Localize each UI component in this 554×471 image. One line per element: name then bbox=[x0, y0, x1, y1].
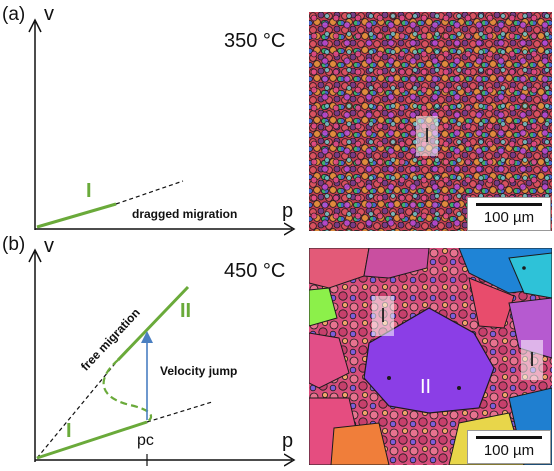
panel-b-micro-region-i-right: I bbox=[521, 340, 543, 380]
panel-a-micro-label: I bbox=[424, 125, 430, 147]
panel-b-green-upper-line bbox=[116, 285, 190, 362]
panel-a-dragged-migration-note: dragged migration bbox=[132, 207, 238, 221]
panel-a-micro-region-i: I bbox=[416, 116, 438, 156]
panel-b-regime-i: I bbox=[66, 420, 72, 442]
panel-b-v-axis-label: v bbox=[44, 235, 54, 257]
panel-b-free-dashed-line bbox=[36, 359, 119, 459]
panel-a-micrograph: I 100 µm bbox=[309, 12, 552, 231]
panel-b-lower-dashed-line bbox=[146, 401, 213, 423]
panel-a-y-axis bbox=[28, 18, 42, 230]
panel-b-micrograph: I I II 100 µm bbox=[309, 248, 552, 465]
panel-a-scale-text: 100 µm bbox=[483, 209, 535, 226]
panel-b-label: (b) bbox=[2, 234, 26, 255]
panel-a-x-arrow bbox=[284, 222, 296, 236]
panel-b-micro-label-2: I bbox=[529, 349, 535, 371]
panel-b-p-axis-label: p bbox=[282, 430, 294, 452]
panel-a-diagram bbox=[28, 18, 292, 230]
panel-b-scale-bar: 100 µm bbox=[467, 430, 551, 464]
panel-a-green-line bbox=[36, 202, 117, 229]
panel-a-p-axis-label: p bbox=[282, 200, 294, 222]
panel-b-green-lower-line bbox=[36, 420, 148, 460]
panel-a-dashed-extension bbox=[115, 180, 184, 205]
panel-b-scale-line bbox=[476, 436, 542, 439]
panel-b-x-arrow bbox=[284, 453, 296, 467]
panel-b-micro-label-1: I bbox=[380, 305, 386, 327]
panel-b-jump-note: Velocity jump bbox=[160, 364, 238, 378]
panel-a-temperature: 350 °C bbox=[224, 30, 286, 52]
panel-a-label: (a) bbox=[2, 4, 26, 25]
panel-b-micro-region-i-left: I bbox=[372, 296, 394, 336]
panel-b-diagram bbox=[28, 248, 292, 466]
panel-b-s-curve bbox=[102, 359, 152, 423]
panel-b-temperature: 450 °C bbox=[224, 260, 286, 282]
panel-b-micro-region-ii: II bbox=[420, 376, 432, 398]
panel-a-scale-bar: 100 µm bbox=[467, 197, 551, 231]
panel-a-regime-i: I bbox=[86, 180, 92, 202]
panel-b-regime-ii: II bbox=[180, 300, 192, 322]
panel-b-pc-label: pc bbox=[137, 432, 154, 449]
panel-a-v-axis-label: v bbox=[44, 3, 54, 25]
panel-b-velocity-jump-arrow bbox=[141, 331, 153, 420]
panel-b-scale-text: 100 µm bbox=[483, 442, 535, 459]
panel-b-y-axis bbox=[28, 248, 42, 462]
panel-a-scale-line bbox=[476, 203, 542, 206]
